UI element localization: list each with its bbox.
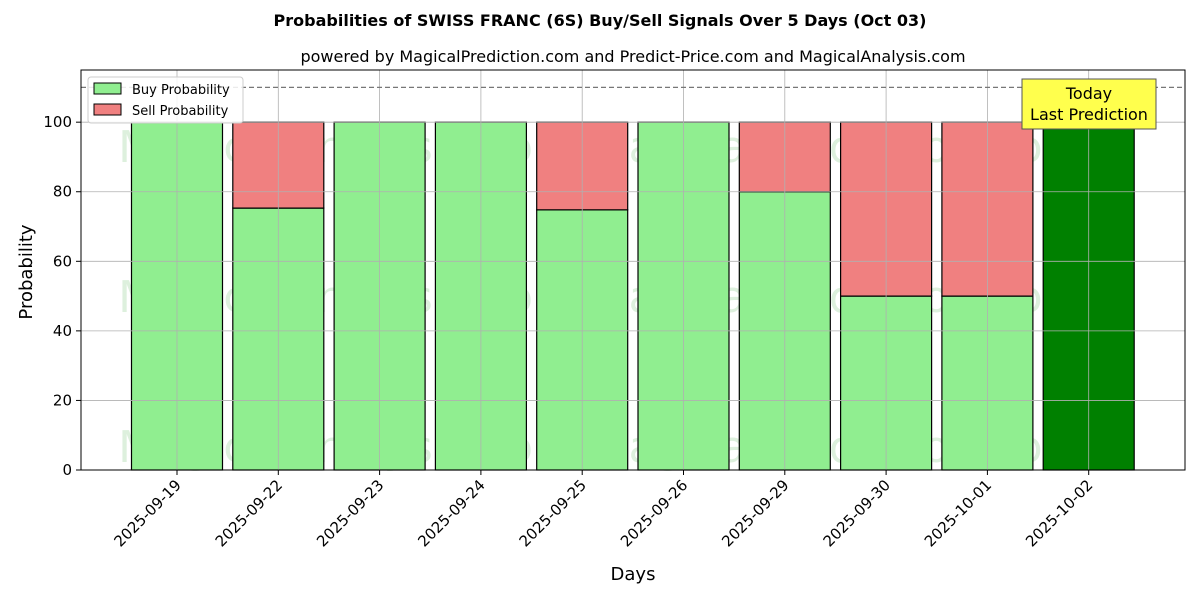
x-tick-label: 2025-09-24 (414, 476, 488, 550)
annotation-text: Today (1065, 84, 1112, 103)
y-axis-label: Probability (16, 224, 37, 319)
x-tick-label: 2025-09-23 (313, 476, 387, 550)
x-tick-label: 2025-10-01 (921, 476, 995, 550)
legend-label-sell: Sell Probability (132, 104, 229, 119)
legend-label-buy: Buy Probability (132, 83, 230, 98)
y-tick-label: 20 (53, 391, 72, 409)
axes-frame (80, 69, 1186, 471)
x-tick-label: 2025-09-22 (212, 476, 286, 550)
x-tick-label: 2025-09-29 (718, 476, 792, 550)
legend-swatch-sell (93, 103, 122, 116)
y-tick-label: 100 (43, 113, 72, 131)
y-tick-label: 40 (53, 322, 72, 340)
y-tick-label: 60 (53, 252, 72, 270)
x-tick-label: 2025-10-02 (1022, 476, 1096, 550)
x-tick-label: 2025-09-30 (820, 476, 894, 550)
y-tick-label: 80 (53, 183, 72, 201)
annotation-box (1021, 78, 1157, 130)
x-axis-label: Days (611, 564, 656, 585)
legend: Buy Probability Sell Probability (87, 76, 244, 124)
today-annotation: Today Last Prediction (1021, 78, 1157, 130)
y-tick-label: 0 (62, 461, 72, 479)
x-tick-label: 2025-09-19 (110, 476, 184, 550)
plot-area: MagicalAnalysis.comMagicalPrediction.com… (43, 69, 1186, 550)
x-tick-label: 2025-09-26 (617, 476, 691, 550)
x-tick-label: 2025-09-25 (516, 476, 590, 550)
annotation-text: Last Prediction (1030, 105, 1148, 124)
chart-title: Probabilities of SWISS FRANC (6S) Buy/Se… (274, 11, 927, 30)
legend-box (87, 76, 244, 124)
legend-swatch-buy (93, 82, 122, 95)
chart-subtitle: powered by MagicalPrediction.com and Pre… (300, 47, 965, 66)
